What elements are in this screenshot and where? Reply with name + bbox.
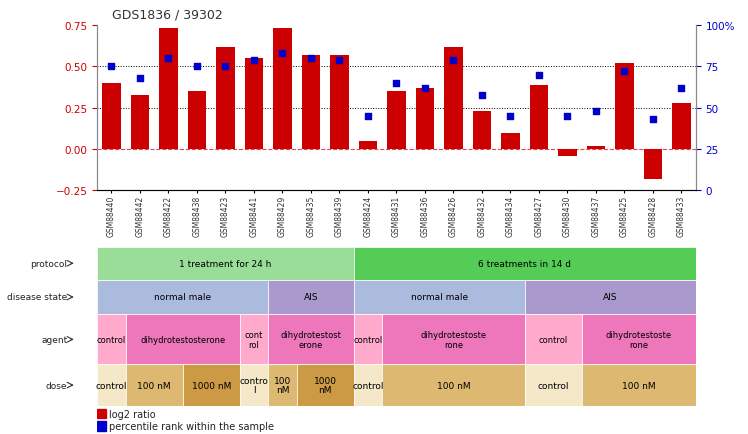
- Bar: [354, 280, 524, 315]
- Bar: [131, 95, 150, 150]
- Text: AIS: AIS: [304, 293, 318, 302]
- Text: dose: dose: [46, 381, 67, 390]
- Text: control: control: [96, 381, 127, 390]
- Bar: [239, 315, 269, 365]
- Text: dihydrotestosterone: dihydrotestosterone: [140, 335, 225, 344]
- Bar: [269, 315, 354, 365]
- Bar: [615, 64, 634, 150]
- Bar: [188, 92, 206, 150]
- Bar: [586, 146, 605, 150]
- Point: [219, 64, 231, 71]
- Bar: [97, 247, 354, 280]
- Point: [134, 76, 146, 82]
- Bar: [239, 365, 269, 406]
- Point: [248, 57, 260, 64]
- Text: control: control: [96, 335, 126, 344]
- Point: [105, 64, 117, 71]
- Text: 1000 nM: 1000 nM: [191, 381, 231, 390]
- Point: [504, 113, 516, 120]
- Point: [590, 108, 602, 115]
- Bar: [330, 56, 349, 150]
- Bar: [524, 365, 582, 406]
- Bar: [524, 315, 582, 365]
- Text: control: control: [539, 335, 568, 344]
- Bar: [582, 315, 696, 365]
- Bar: [97, 315, 126, 365]
- Text: normal male: normal male: [154, 293, 211, 302]
- Bar: [183, 365, 239, 406]
- Text: GDS1836 / 39302: GDS1836 / 39302: [112, 9, 223, 22]
- Bar: [444, 47, 463, 150]
- Text: disease state: disease state: [7, 293, 67, 302]
- Bar: [558, 150, 577, 156]
- Bar: [672, 104, 690, 150]
- Text: dihydrotestoste
rone: dihydrotestoste rone: [606, 330, 672, 349]
- Text: dihydrotestost
erone: dihydrotestost erone: [280, 330, 341, 349]
- Bar: [297, 365, 354, 406]
- Text: 100 nM: 100 nM: [437, 381, 470, 390]
- Text: percentile rank within the sample: percentile rank within the sample: [108, 421, 274, 431]
- Bar: [416, 89, 434, 150]
- Text: 1000
nM: 1000 nM: [313, 376, 337, 395]
- Bar: [387, 92, 405, 150]
- Bar: [524, 280, 696, 315]
- Text: AIS: AIS: [603, 293, 617, 302]
- Text: control: control: [353, 335, 382, 344]
- Bar: [354, 365, 382, 406]
- Bar: [382, 315, 524, 365]
- Point: [562, 113, 574, 120]
- Point: [675, 85, 687, 92]
- Point: [476, 92, 488, 99]
- Bar: [354, 247, 696, 280]
- Text: log2 ratio: log2 ratio: [108, 409, 156, 419]
- Text: control: control: [352, 381, 384, 390]
- Text: dihydrotestoste
rone: dihydrotestoste rone: [420, 330, 486, 349]
- Text: contro
l: contro l: [239, 376, 269, 395]
- Bar: [269, 365, 297, 406]
- Bar: [382, 365, 524, 406]
- Text: 6 treatments in 14 d: 6 treatments in 14 d: [478, 259, 571, 268]
- Bar: [159, 30, 178, 150]
- Point: [277, 51, 289, 58]
- Text: protocol: protocol: [31, 259, 67, 268]
- Point: [647, 117, 659, 124]
- Bar: [530, 85, 548, 150]
- Bar: [97, 409, 106, 418]
- Bar: [97, 365, 126, 406]
- Point: [334, 57, 346, 64]
- Bar: [354, 315, 382, 365]
- Bar: [216, 47, 235, 150]
- Text: control: control: [537, 381, 569, 390]
- Point: [447, 57, 459, 64]
- Point: [390, 80, 402, 87]
- Text: cont
rol: cont rol: [245, 330, 263, 349]
- Point: [162, 56, 174, 62]
- Text: 1 treatment for 24 h: 1 treatment for 24 h: [180, 259, 272, 268]
- Bar: [473, 112, 491, 150]
- Text: normal male: normal male: [411, 293, 468, 302]
- Bar: [102, 84, 120, 150]
- Bar: [501, 133, 520, 150]
- Point: [305, 56, 317, 62]
- Text: 100
nM: 100 nM: [274, 376, 291, 395]
- Point: [619, 69, 631, 76]
- Bar: [359, 141, 377, 150]
- Point: [533, 72, 545, 79]
- Point: [191, 64, 203, 71]
- Bar: [643, 150, 662, 179]
- Text: agent: agent: [41, 335, 67, 344]
- Bar: [269, 280, 354, 315]
- Point: [419, 85, 431, 92]
- Bar: [582, 365, 696, 406]
- Bar: [126, 315, 239, 365]
- Text: 100 nM: 100 nM: [138, 381, 171, 390]
- Bar: [301, 56, 320, 150]
- Point: [362, 113, 374, 120]
- Bar: [126, 365, 183, 406]
- Bar: [97, 280, 269, 315]
- Text: 100 nM: 100 nM: [622, 381, 655, 390]
- Bar: [97, 421, 106, 431]
- Bar: [273, 30, 292, 150]
- Bar: [245, 59, 263, 150]
